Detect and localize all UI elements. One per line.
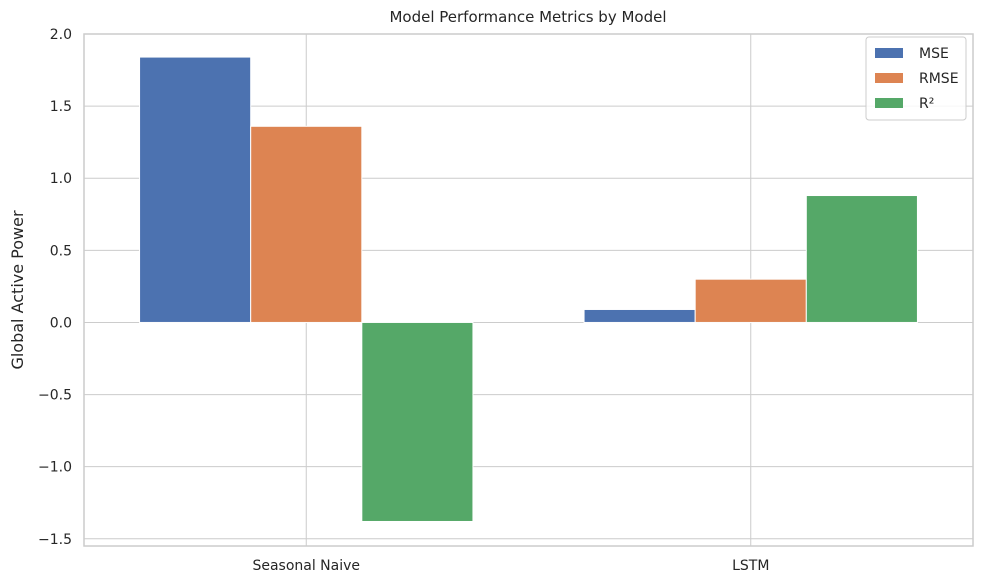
x-tick-label: LSTM — [732, 558, 769, 574]
y-tick-label: −1.5 — [38, 532, 72, 548]
legend-swatch — [875, 98, 903, 108]
bar-rmse-0 — [250, 125, 363, 323]
chart-title: Model Performance Metrics by Model — [389, 8, 666, 26]
bar-mse-0 — [139, 56, 252, 323]
legend-label: MSE — [919, 46, 949, 62]
bar-r-0 — [361, 321, 474, 522]
bars — [139, 56, 918, 522]
y-tick-label: 1.5 — [50, 99, 72, 115]
x-tick-labels: Seasonal Naive LSTM — [252, 558, 769, 574]
y-axis-label: Global Active Power — [8, 210, 27, 370]
legend-swatch — [875, 73, 903, 83]
y-tick-labels: −1.5 −1.0 −0.5 0.0 0.5 1.0 1.5 2.0 — [38, 27, 72, 548]
y-tick-label: 2.0 — [50, 27, 72, 43]
bar-r-1 — [805, 195, 918, 323]
bar-mse-1 — [583, 308, 696, 323]
legend-label: RMSE — [919, 71, 959, 87]
y-tick-label: 0.5 — [50, 243, 72, 259]
plot-frame — [83, 33, 974, 547]
legend: MSE RMSE R² — [865, 36, 967, 121]
y-tick-label: −1.0 — [38, 460, 72, 476]
y-tick-label: 1.0 — [50, 171, 72, 187]
legend-label: R² — [919, 96, 934, 112]
bar-rmse-1 — [694, 278, 807, 323]
x-tick-label: Seasonal Naive — [252, 558, 360, 574]
y-tick-label: 0.0 — [50, 315, 72, 331]
legend-swatch — [875, 48, 903, 58]
y-tick-label: −0.5 — [38, 388, 72, 404]
